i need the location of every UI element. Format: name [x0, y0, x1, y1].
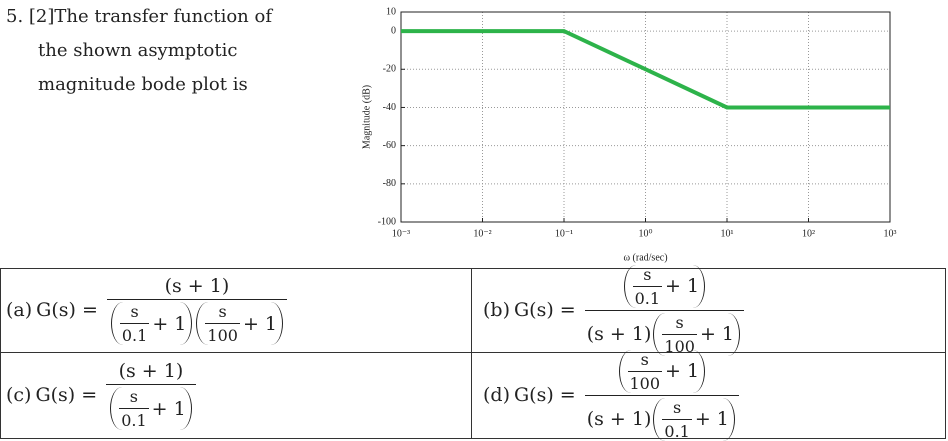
denominator: 0.1	[119, 408, 149, 430]
denominator: 0.1	[119, 323, 150, 345]
option-label: (c)	[6, 384, 32, 406]
fraction: s 100	[205, 302, 240, 345]
table-border	[0, 268, 946, 269]
x-tick-label: 10¹	[721, 228, 734, 239]
option-lhs: G(s) =	[36, 299, 98, 321]
term: + 1	[242, 312, 277, 335]
y-tick-label: -20	[383, 64, 396, 75]
fraction: s 100	[627, 349, 663, 393]
denominator: 100	[627, 370, 663, 393]
x-tick-label: 10³	[884, 228, 897, 239]
denominator: 0.1	[632, 285, 663, 308]
y-tick-label: -40	[383, 102, 396, 113]
term: (s + 1)	[586, 408, 652, 430]
table-border	[945, 268, 946, 439]
term: + 1	[699, 323, 734, 345]
table-border	[471, 268, 472, 439]
denominator: s 0.1 + 1	[106, 384, 196, 430]
question-line: the shown asymptotic	[38, 40, 238, 61]
y-tick-label: -60	[383, 140, 396, 151]
fraction: s 100	[662, 313, 697, 356]
fraction: s 0.1	[119, 387, 149, 430]
chart: 10⁻³ 10⁻² 10⁻¹ 10⁰ 10¹ 10² 10³ 10 0 -20 -40 -60 -80 -…	[361, 6, 897, 263]
x-tick-label: 10⁻¹	[555, 228, 573, 239]
fraction: (s + 1) s 0.1 + 1	[106, 360, 196, 430]
option-lhs: G(s) =	[35, 384, 98, 406]
paren-group: s 0.1 + 1	[623, 264, 706, 308]
option-cell: (d) G(s) = s 100 + 1 (s + 1) s 0.1 + 1	[471, 349, 946, 441]
numerator: s	[640, 349, 649, 369]
x-tick-label: 10⁰	[638, 228, 652, 239]
x-axis-label: ω (rad/sec)	[623, 252, 667, 263]
y-tick-label: 10	[386, 6, 396, 17]
table-border	[0, 438, 946, 439]
numerator: s	[130, 302, 139, 321]
term: + 1	[151, 397, 186, 420]
numerator: s	[673, 397, 682, 417]
question-line: 5. [2]The transfer function of	[6, 6, 272, 27]
fraction: s 0.1	[119, 302, 150, 345]
question-line: magnitude bode plot is	[38, 74, 248, 95]
option-cell: (b) G(s) = s 0.1 + 1 (s + 1) s 100 + 1	[471, 264, 946, 356]
denominator: (s + 1) s 100 + 1	[584, 309, 744, 356]
x-tick-label: 10⁻³	[392, 228, 410, 239]
paren-group: s 100 + 1	[196, 302, 283, 345]
denominator: 100	[662, 333, 697, 356]
table-border	[0, 352, 946, 353]
numerator: s 100 + 1	[615, 349, 710, 395]
fraction: (s + 1) s 0.1 + 1 s 100 + 1	[106, 275, 287, 345]
paren-group: s 0.1 + 1	[653, 397, 735, 441]
numerator: s	[643, 264, 652, 284]
paren-group: s 0.1 + 1	[110, 387, 192, 430]
term: (s + 1)	[164, 275, 230, 297]
option-label: (a)	[6, 299, 33, 321]
numerator: s	[218, 302, 227, 321]
option-cell: (c) G(s) = (s + 1) s 0.1 + 1	[0, 352, 471, 438]
numerator: s 0.1 + 1	[620, 264, 710, 310]
numerator: (s + 1)	[163, 275, 232, 299]
x-tick-label: 10²	[802, 228, 815, 239]
denominator: 0.1	[662, 418, 692, 441]
term: (s + 1)	[118, 360, 184, 382]
denominator: s 0.1 + 1 s 100 + 1	[106, 299, 287, 345]
x-tick-label: 10⁻²	[473, 228, 491, 239]
numerator: (s + 1)	[117, 360, 186, 384]
term: (s + 1)	[586, 323, 652, 345]
term: + 1	[694, 408, 729, 430]
y-tick-label: 0	[391, 25, 396, 36]
denominator: (s + 1) s 0.1 + 1	[584, 394, 739, 441]
option-lhs: G(s) =	[514, 384, 576, 406]
option-cell: (a) G(s) = (s + 1) s 0.1 + 1 s 100 + 1	[0, 268, 471, 352]
y-tick-label: -100	[378, 216, 396, 227]
option-label: (d)	[483, 384, 510, 406]
table-border	[0, 268, 1, 439]
option-label: (b)	[483, 299, 510, 321]
term: + 1	[665, 360, 700, 382]
paren-group: s 100 + 1	[618, 349, 706, 393]
option-lhs: G(s) =	[514, 299, 576, 321]
y-axis-label: Magnitude (dB)	[361, 85, 372, 149]
term: + 1	[665, 275, 700, 297]
numerator: s	[675, 312, 684, 332]
numerator: s	[129, 387, 139, 406]
fraction: s 100 + 1 (s + 1) s 0.1 + 1	[584, 349, 739, 441]
fraction: s 0.1 + 1 (s + 1) s 100 + 1	[584, 264, 744, 356]
paren-group: s 100 + 1	[653, 312, 740, 356]
series-line	[401, 29, 890, 110]
denominator: 100	[205, 323, 240, 345]
fraction: s 0.1	[662, 397, 692, 441]
term: + 1	[152, 312, 187, 335]
fraction: s 0.1	[632, 264, 663, 308]
paren-group: s 0.1 + 1	[110, 302, 193, 345]
y-tick-label: -80	[383, 178, 396, 189]
plot-frame	[400, 11, 891, 223]
